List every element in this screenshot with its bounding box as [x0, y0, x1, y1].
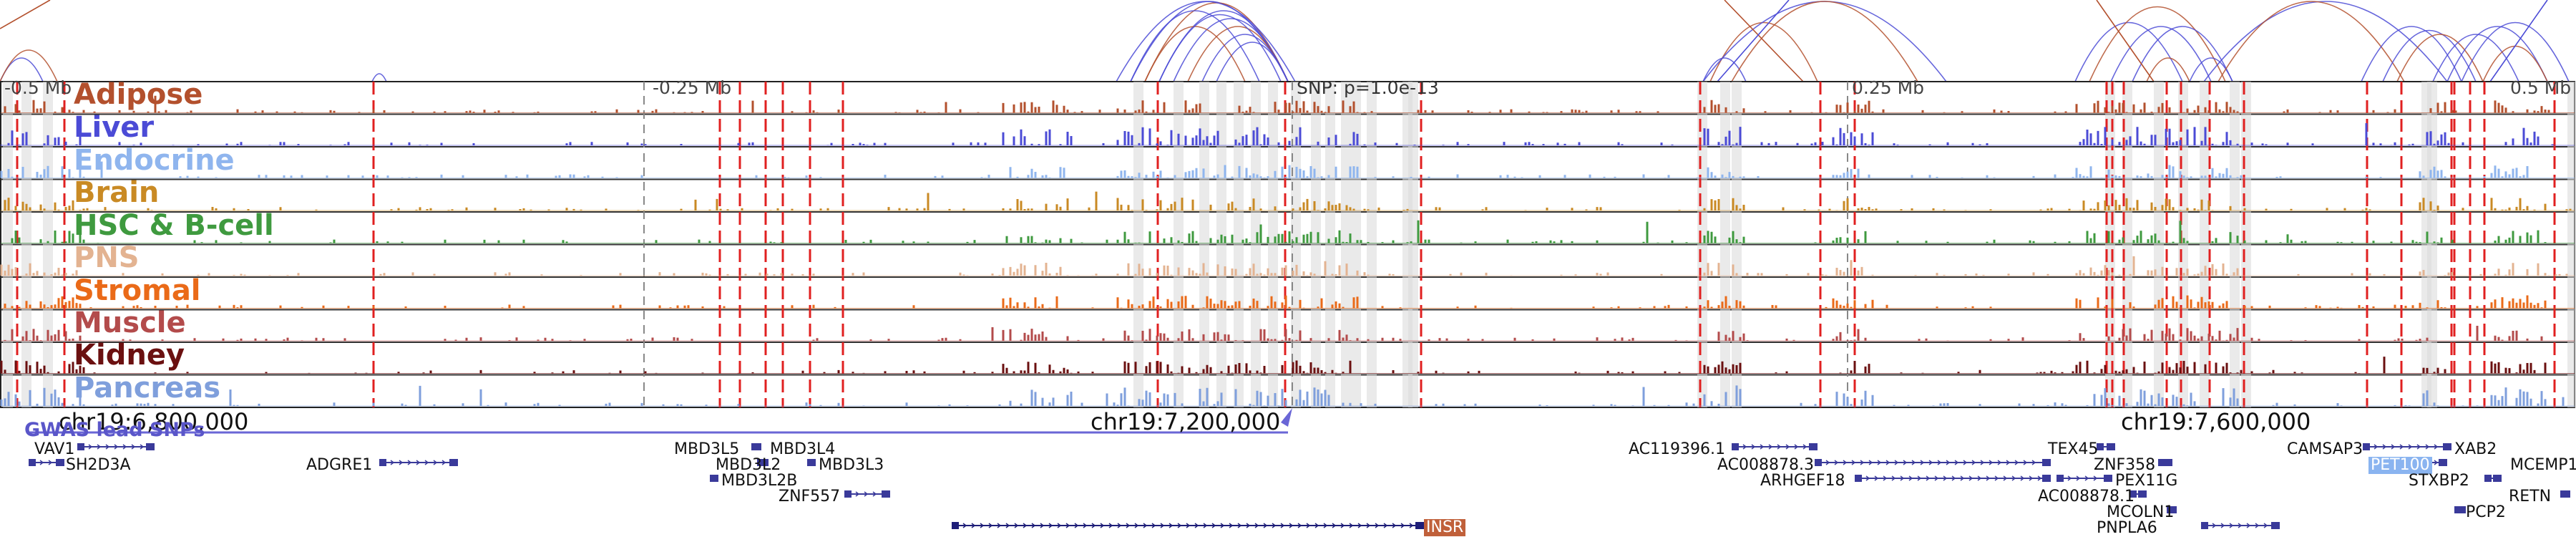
- gene-pnpla6[interactable]: PNPLA6: [2097, 519, 2157, 537]
- loop-arcs: [0, 0, 2570, 82]
- gene-ac119396-1[interactable]: AC119396.1: [1629, 440, 1725, 458]
- track-label-liver[interactable]: Liver: [74, 111, 155, 144]
- gwas-lead-snps-label: GWAS lead SNPs: [24, 419, 205, 441]
- track-label-muscle[interactable]: Muscle: [74, 306, 186, 339]
- gene-sh2d3a[interactable]: SH2D3A: [66, 456, 131, 474]
- track-label-endocrine[interactable]: Endocrine: [74, 144, 235, 177]
- scale-left: -0.5 Mb: [4, 77, 72, 98]
- track-label-pancreas[interactable]: Pancreas: [74, 372, 221, 405]
- gene-vav1[interactable]: VAV1: [34, 440, 75, 458]
- gene-arhgef18[interactable]: ARHGEF18: [1760, 472, 1845, 490]
- gene-adgre1[interactable]: ADGRE1: [306, 456, 373, 474]
- gene-retn[interactable]: RETN: [2509, 488, 2552, 505]
- gene-mbd3l4[interactable]: MBD3L4: [770, 440, 836, 458]
- coord-7200000: chr19:7,200,000: [1091, 408, 1281, 435]
- gene-mcoln1[interactable]: MCOLN1: [2107, 503, 2175, 521]
- gene-znf557[interactable]: ZNF557: [779, 488, 841, 505]
- track-label-adipose[interactable]: Adipose: [74, 78, 203, 111]
- scale-left-mid: -0.25 Mb: [653, 77, 732, 98]
- gene-camsap3[interactable]: CAMSAP3: [2287, 440, 2363, 458]
- track-label-brain[interactable]: Brain: [74, 176, 160, 209]
- scale-right: 0.5 Mb: [2510, 77, 2572, 98]
- gene-pex11g[interactable]: PEX11G: [2115, 472, 2178, 490]
- gene-mbd3l2[interactable]: MBD3L2: [716, 456, 781, 474]
- scale-right-mid: 0.25 Mb: [1852, 77, 1925, 98]
- gene-mcemp1[interactable]: MCEMP1: [2510, 456, 2576, 474]
- gene-insr[interactable]: INSR: [1424, 519, 1466, 536]
- gene-stxbp2[interactable]: STXBP2: [2409, 472, 2469, 490]
- gene-pcp2[interactable]: PCP2: [2466, 503, 2506, 521]
- gene-pet100[interactable]: PET100: [2368, 457, 2432, 474]
- gene-xab2[interactable]: XAB2: [2454, 440, 2497, 458]
- gene-mbd3l5[interactable]: MBD3L5: [674, 440, 740, 458]
- track-label-stromal[interactable]: Stromal: [74, 274, 201, 307]
- gene-znf358[interactable]: ZNF358: [2094, 456, 2156, 474]
- track-label-pns[interactable]: PNS: [74, 241, 140, 274]
- coord-7600000: chr19:7,600,000: [2121, 408, 2311, 435]
- gene-mbd3l2b[interactable]: MBD3L2B: [721, 472, 798, 490]
- coord-6800000: chr19:6,800,000: [59, 408, 249, 435]
- gene-ac008878-3[interactable]: AC008878.3: [1717, 456, 1814, 474]
- gene-mbd3l3[interactable]: MBD3L3: [819, 456, 884, 474]
- gene-ac008878-1[interactable]: AC008878.1: [2038, 488, 2135, 505]
- snp-pvalue: SNP: p=1.0e-13: [1297, 77, 1439, 98]
- gene-tex45[interactable]: TEX45: [2048, 440, 2099, 458]
- track-label-kidney[interactable]: Kidney: [74, 339, 185, 372]
- track-label-hsc-bcell[interactable]: HSC & B-cell: [74, 209, 274, 242]
